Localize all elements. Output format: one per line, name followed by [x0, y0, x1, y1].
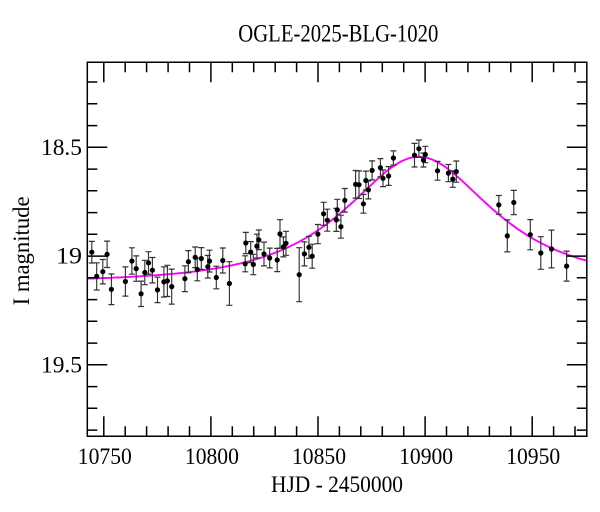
svg-text:10950: 10950 — [506, 444, 560, 469]
svg-text:OGLE-2025-BLG-1020: OGLE-2025-BLG-1020 — [238, 21, 438, 48]
svg-text:19.5: 19.5 — [41, 352, 82, 377]
svg-text:10750: 10750 — [78, 444, 132, 469]
svg-text:10850: 10850 — [292, 444, 346, 469]
svg-text:HJD - 2450000: HJD - 2450000 — [271, 472, 403, 497]
svg-text:10900: 10900 — [399, 444, 453, 469]
svg-text:19: 19 — [56, 244, 82, 269]
svg-text:10800: 10800 — [185, 444, 239, 469]
svg-text:18.5: 18.5 — [41, 135, 82, 160]
svg-text:I magnitude: I magnitude — [9, 196, 34, 305]
